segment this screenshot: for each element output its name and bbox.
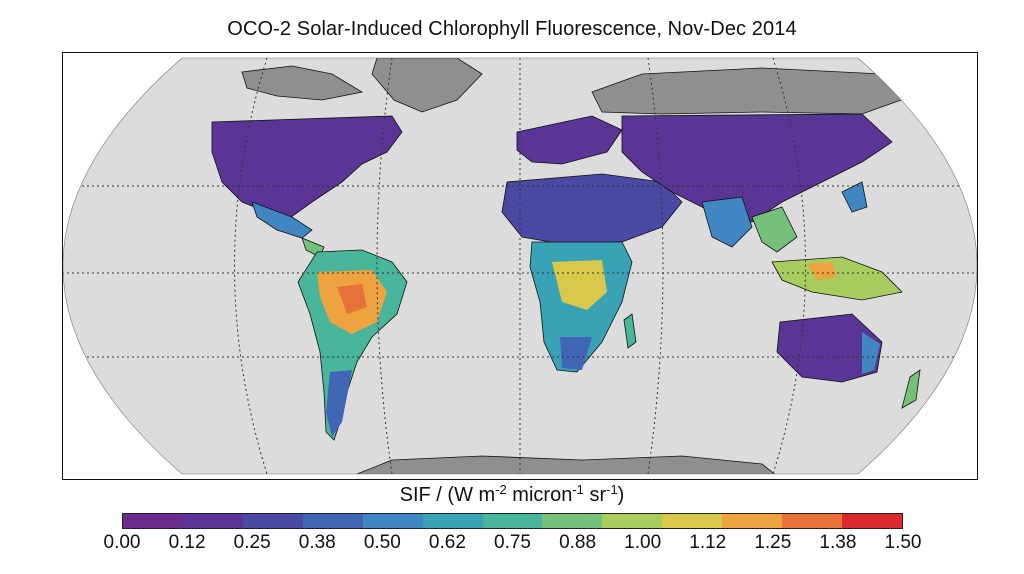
colorbar-segment <box>302 514 363 528</box>
colorbar-tick-label: 1.12 <box>689 532 727 553</box>
colorbar-segment <box>482 514 543 528</box>
colorbar-segment <box>662 514 723 528</box>
colorbar-tick-label: 0.38 <box>298 532 336 553</box>
northern-eurasia <box>591 67 913 115</box>
colorbar-label-exp3: -1 <box>606 482 618 497</box>
colorbar-segment <box>362 514 423 528</box>
colorbar-segment <box>422 514 483 528</box>
graticule <box>63 58 977 474</box>
colorbar-tick-label: 1.25 <box>754 532 792 553</box>
colorbar-segment <box>242 514 303 528</box>
map-title: OCO-2 Solar-Induced Chlorophyll Fluoresc… <box>227 18 797 40</box>
colorbar-tick-label: 0.88 <box>559 532 597 553</box>
graticule-meridian <box>234 58 268 474</box>
colorbar <box>122 513 903 529</box>
colorbar-tick-label: 1.38 <box>819 532 857 553</box>
north-africa <box>501 173 683 245</box>
graticule-meridian <box>376 58 393 474</box>
graticule-meridian <box>772 58 806 474</box>
india <box>701 196 753 248</box>
colorbar-label-mid2: sr <box>583 484 607 506</box>
amazon-peak-sif <box>337 284 367 314</box>
madagascar <box>623 313 637 349</box>
graticule-meridian <box>647 58 664 474</box>
colorbar-segment <box>123 514 183 528</box>
southern-africa <box>560 337 592 370</box>
new-zealand <box>901 369 921 409</box>
map-border <box>62 52 978 480</box>
antarctica <box>341 455 784 474</box>
borneo-high-sif <box>807 262 837 280</box>
arctic-canada <box>241 65 364 101</box>
world-map-svg <box>62 52 978 480</box>
colorbar-segment <box>182 514 243 528</box>
colorbar-tick-label: 0.75 <box>494 532 531 553</box>
colorbar-segment <box>722 514 783 528</box>
colorbar-segment <box>542 514 603 528</box>
colorbar-ticks: 0.00 0.12 0.25 0.38 0.50 0.62 0.75 0.88 1.00 1.12… <box>0 532 1024 556</box>
colorbar-tick-label: 0.50 <box>363 532 401 553</box>
southeast-asia <box>751 206 798 253</box>
land-layer <box>211 58 921 474</box>
colorbar-segment <box>782 514 843 528</box>
colorbar-tick-label: 1.50 <box>884 532 922 553</box>
colorbar-tick-label: 0.25 <box>233 532 271 553</box>
colorbar-tick-label: 1.00 <box>624 532 662 553</box>
east-australia <box>862 332 880 374</box>
colorbar-label-exp2: -1 <box>572 482 584 497</box>
colorbar-segment <box>602 514 663 528</box>
colorbar-tick-label: 0.00 <box>103 532 141 553</box>
colorbar-tick-label: 0.62 <box>428 532 466 553</box>
colorbar-label-mid: micron <box>506 484 573 506</box>
colorbar-segment <box>842 514 902 528</box>
australia <box>776 313 883 383</box>
globe-outline <box>62 57 978 475</box>
colorbar-label-base: SIF / (W m <box>399 484 496 506</box>
colorbar-label-exp1: -2 <box>495 482 507 497</box>
colorbar-label: SIF / (W m-2 micron-1 sr-1) <box>0 482 1024 507</box>
north-america <box>211 115 403 221</box>
indonesia <box>771 256 903 301</box>
colorbar-label-end: ) <box>617 484 625 506</box>
greenland <box>371 58 483 113</box>
world-map <box>62 52 978 480</box>
europe <box>516 115 623 165</box>
colorbar-tick-label: 0.12 <box>168 532 206 553</box>
japan <box>841 181 868 213</box>
patagonia <box>326 370 352 437</box>
